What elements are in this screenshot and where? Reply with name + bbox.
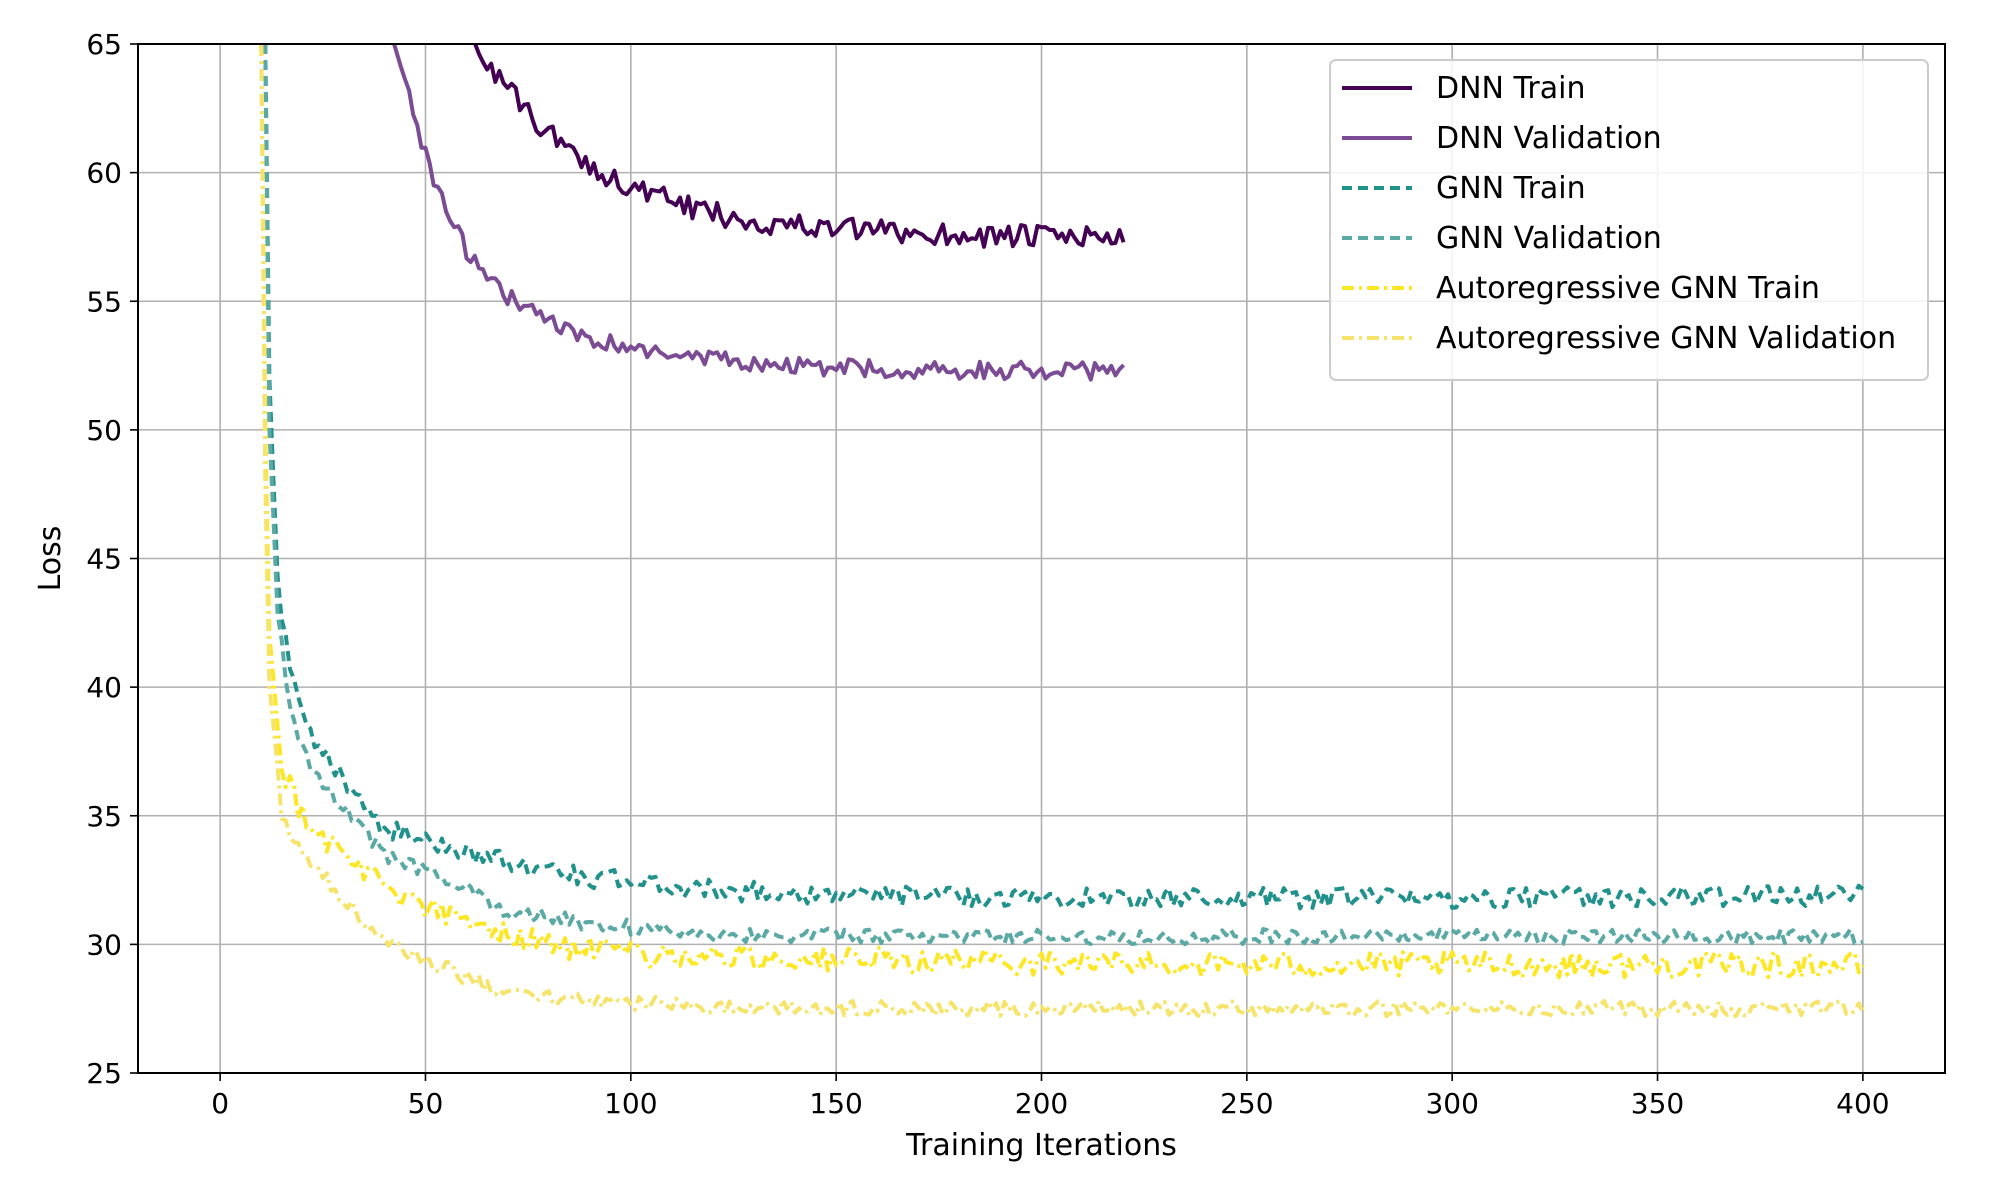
y-tick-label: 45 bbox=[86, 543, 122, 576]
legend-label: GNN Train bbox=[1436, 171, 1586, 206]
x-tick-label: 0 bbox=[211, 1087, 229, 1120]
x-tick-label: 150 bbox=[809, 1087, 862, 1120]
x-tick-label: 300 bbox=[1425, 1087, 1478, 1120]
axis-ticks: 0 50 100 150 200 250 300 350 400 25 30 35 40 45 50 55 60… bbox=[86, 28, 1889, 1120]
series-line bbox=[473, 44, 1126, 249]
x-tick-label: 200 bbox=[1015, 1087, 1068, 1120]
y-tick-label: 55 bbox=[86, 285, 122, 318]
x-axis-label: Training Iterations bbox=[905, 1128, 1177, 1163]
x-tick-label: 100 bbox=[604, 1087, 657, 1120]
series-line bbox=[263, 44, 1864, 947]
legend-label: DNN Validation bbox=[1436, 121, 1662, 156]
y-axis-label: Loss bbox=[33, 526, 68, 592]
y-tick-label: 40 bbox=[86, 671, 122, 704]
series-line bbox=[392, 44, 1126, 382]
y-tick-label: 30 bbox=[86, 928, 122, 961]
legend-label: Autoregressive GNN Validation bbox=[1436, 321, 1896, 356]
legend-label: DNN Train bbox=[1436, 71, 1586, 106]
legend-label: Autoregressive GNN Train bbox=[1436, 271, 1820, 306]
y-tick-label: 60 bbox=[86, 157, 122, 190]
x-tick-label: 50 bbox=[408, 1087, 444, 1120]
legend-label: GNN Validation bbox=[1436, 221, 1662, 256]
y-tick-label: 65 bbox=[86, 28, 122, 61]
x-tick-label: 250 bbox=[1220, 1087, 1273, 1120]
series-line bbox=[259, 44, 1865, 1019]
y-tick-label: 35 bbox=[86, 800, 122, 833]
x-tick-label: 350 bbox=[1631, 1087, 1684, 1120]
series-line bbox=[259, 44, 1865, 980]
y-tick-label: 25 bbox=[86, 1057, 122, 1090]
x-tick-label: 400 bbox=[1836, 1087, 1889, 1120]
series-line bbox=[263, 44, 1865, 911]
legend-box bbox=[1329, 59, 1929, 381]
series-layer bbox=[259, 44, 1865, 1019]
y-tick-label: 50 bbox=[86, 414, 122, 447]
legend: DNN Train DNN Validation GNN Train GNN Vali… bbox=[1329, 59, 1929, 381]
